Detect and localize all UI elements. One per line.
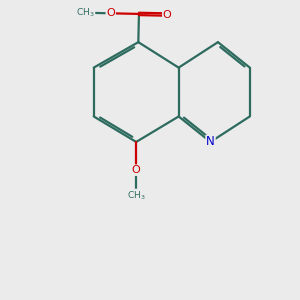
Text: N: N bbox=[206, 135, 215, 148]
Text: O: O bbox=[106, 8, 115, 18]
Text: $\mathregular{CH_3}$: $\mathregular{CH_3}$ bbox=[127, 189, 146, 202]
Text: O: O bbox=[132, 165, 141, 175]
Text: $\mathregular{CH_3}$: $\mathregular{CH_3}$ bbox=[76, 7, 94, 19]
Text: O: O bbox=[163, 10, 172, 20]
